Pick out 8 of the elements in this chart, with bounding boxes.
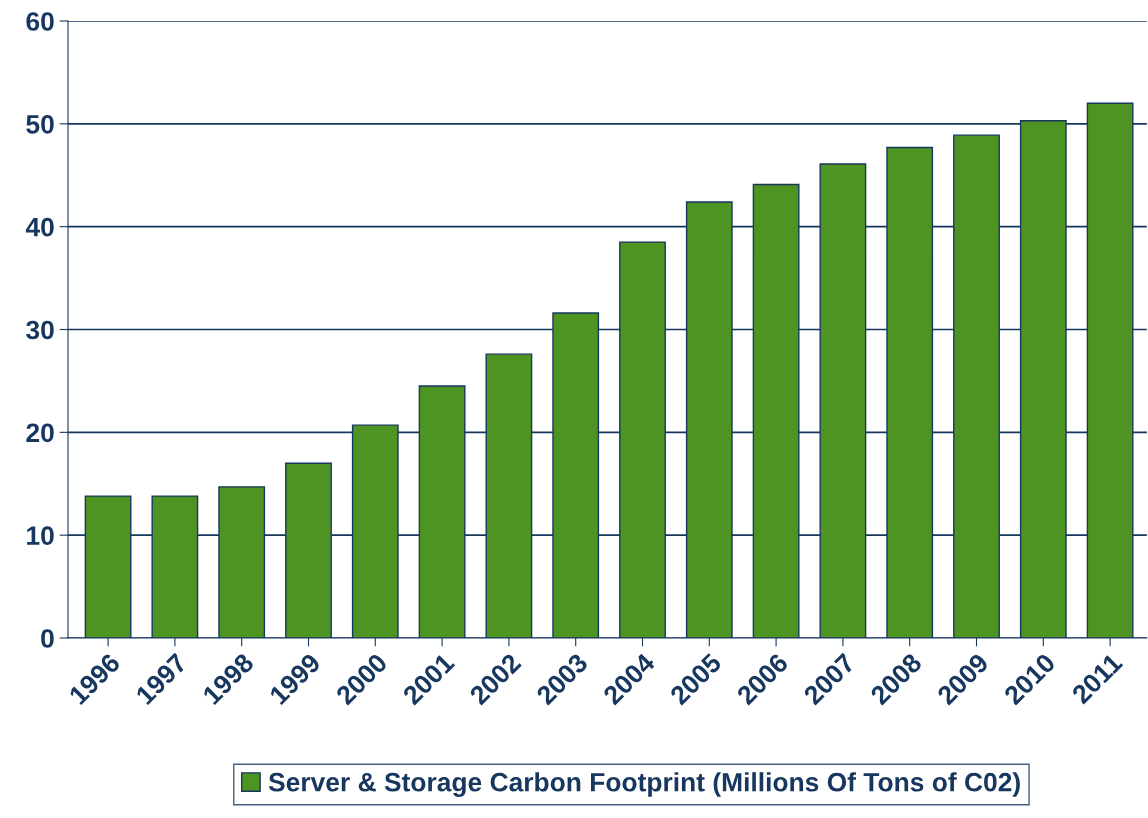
y-tick-label: 60 — [26, 12, 54, 31]
y-tick-label: 20 — [26, 423, 54, 443]
y-tick-label: 10 — [27, 526, 54, 545]
legend-label: Server & Storage Carbon Footprint (Millions Of Tons of C02) — [268, 772, 1020, 797]
y-tick-label: 0 — [41, 629, 54, 648]
y-tick-label: 30 — [26, 320, 54, 340]
y-tick-label: 50 — [26, 114, 54, 134]
y-tick-label: 40 — [25, 217, 54, 237]
